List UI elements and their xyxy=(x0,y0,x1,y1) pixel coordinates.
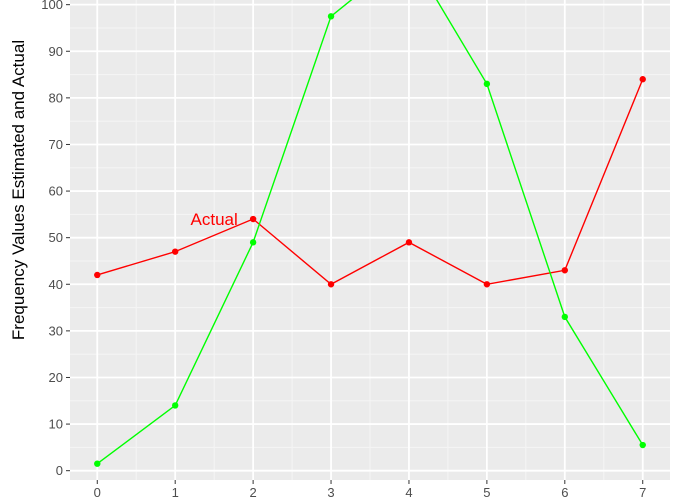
data-point xyxy=(327,13,335,20)
y-tick-label: 40 xyxy=(49,277,63,292)
y-tick-label: 80 xyxy=(49,90,63,105)
y-tick-label: 70 xyxy=(49,137,63,152)
annotation-layer: Actual xyxy=(191,210,238,229)
data-point xyxy=(327,281,335,288)
x-tick-label: 6 xyxy=(561,485,568,500)
x-tick-label: 2 xyxy=(249,485,256,500)
data-point xyxy=(405,239,413,246)
x-tick-label: 7 xyxy=(639,485,646,500)
y-tick-label: 50 xyxy=(49,230,63,245)
data-point xyxy=(94,460,101,467)
data-point xyxy=(249,215,257,223)
data-point xyxy=(561,313,569,321)
y-tick-label: 100 xyxy=(41,0,63,12)
x-tick-label: 4 xyxy=(405,485,412,500)
y-tick-label: 0 xyxy=(56,463,63,478)
y-axis-title: Frequency Values Estimated and Actual xyxy=(9,40,28,340)
data-point xyxy=(171,248,179,255)
data-point xyxy=(94,271,101,279)
data-point xyxy=(171,402,179,409)
y-tick-label: 10 xyxy=(49,417,63,432)
data-point xyxy=(483,281,491,288)
data-point xyxy=(639,76,646,83)
y-axis: 0 10 20 30 40 50 60 70 80 90 100 xyxy=(41,0,70,478)
x-axis: 0 1 2 3 4 5 6 7 xyxy=(94,480,646,500)
x-tick-label: 0 xyxy=(94,485,101,500)
data-point xyxy=(483,80,491,88)
data-point xyxy=(561,267,569,274)
y-tick-label: 20 xyxy=(49,370,63,385)
y-tick-label: 90 xyxy=(49,44,63,59)
y-tick-label: 30 xyxy=(49,323,63,338)
y-tick-label: 60 xyxy=(49,184,63,199)
data-point xyxy=(249,239,257,246)
x-tick-label: 1 xyxy=(172,485,179,500)
series-line-0 xyxy=(97,78,644,286)
annotation-label: Actual xyxy=(191,210,238,229)
x-tick-label: 5 xyxy=(483,485,490,500)
series-line-1 xyxy=(96,0,644,465)
x-tick-label: 3 xyxy=(327,485,334,500)
data-point xyxy=(639,441,646,449)
minor-gridlines xyxy=(70,0,670,480)
series-layer xyxy=(94,0,646,467)
